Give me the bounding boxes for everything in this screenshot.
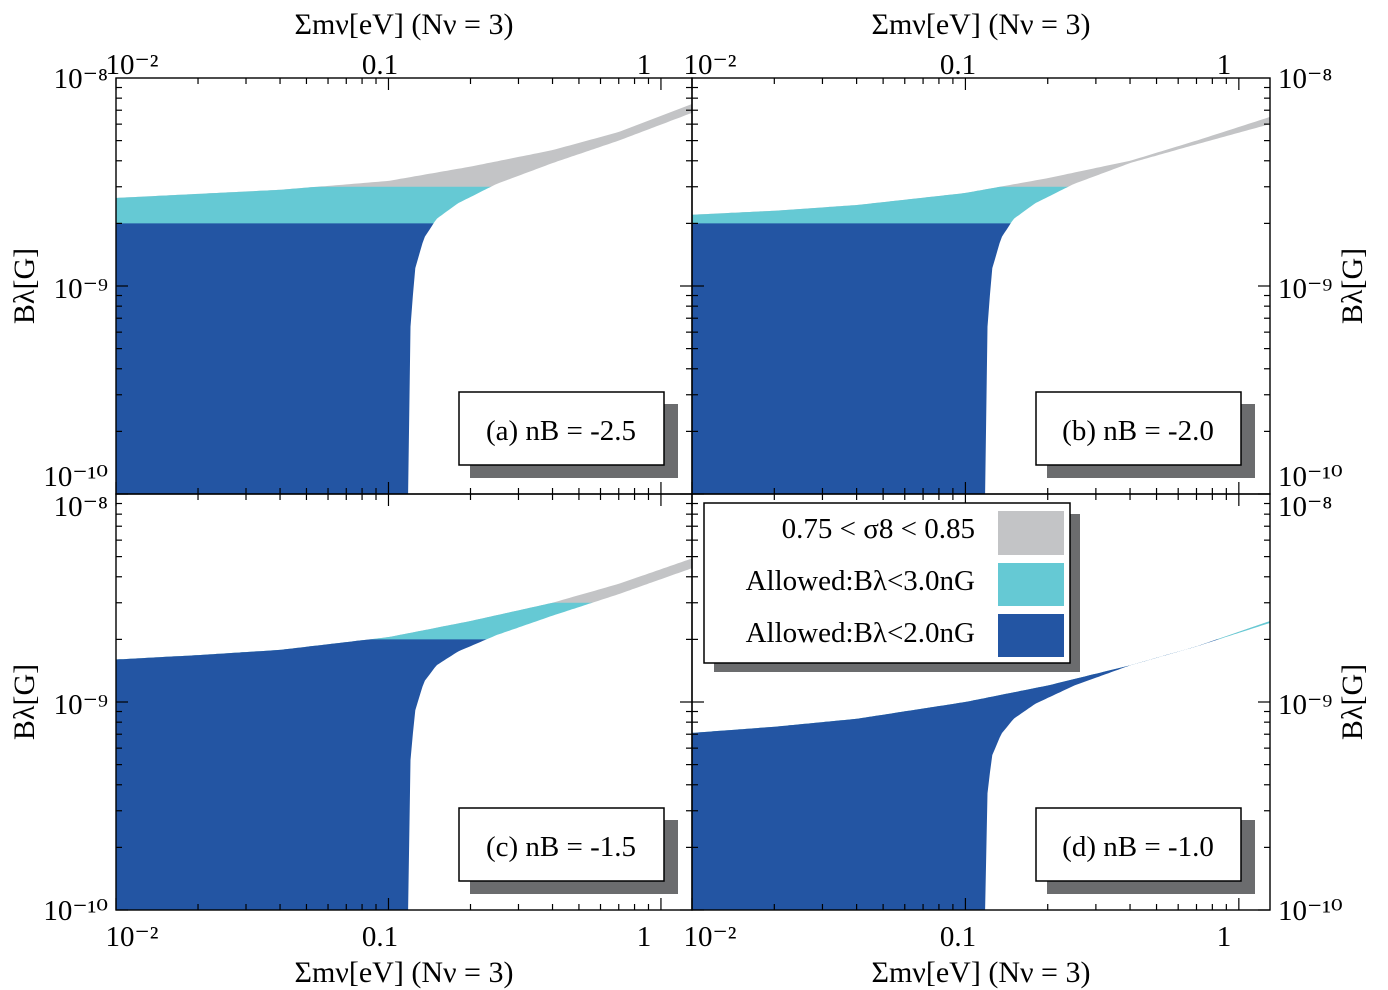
legend-item-allowed-3nG: Allowed:Bλ<3.0nG xyxy=(746,563,1064,606)
x-axis-title-top-left: Σmν[eV] (Nν = 3) xyxy=(295,8,514,41)
legend: 0.75 < σ8 < 0.85 Allowed:Bλ<3.0nG Allowe… xyxy=(703,502,1080,672)
y-tick-label-left-1: 10⁻⁹ xyxy=(54,273,108,305)
x-tick-label-bottom-right-1: 0.1 xyxy=(940,921,976,953)
x-axis-title-top-right: Σmν[eV] (Nν = 3) xyxy=(872,8,1091,41)
panel-label-b: (b) nB = -2.0 xyxy=(1035,391,1255,478)
y-tick-label-left-4: 10⁻⁹ xyxy=(54,689,108,721)
y-tick-label-left-3: 10⁻⁸ xyxy=(54,491,108,523)
x-tick-label-bottom-right-0: 10⁻² xyxy=(683,921,736,953)
x-tick-label-top-left-0: 10⁻² xyxy=(105,49,158,81)
x-axis-title-bottom-right: Σmν[eV] (Nν = 3) xyxy=(872,956,1091,989)
legend-swatch-allowed-2nG xyxy=(998,614,1064,657)
legend-item-allowed-2nG: Allowed:Bλ<2.0nG xyxy=(746,614,1064,657)
x-tick-label-top-left-2: 1 xyxy=(637,49,652,81)
y-tick-label-right-5: 10⁻¹⁰ xyxy=(1278,895,1343,927)
y-tick-label-left-0: 10⁻⁸ xyxy=(54,63,108,95)
y-axis-title-bottom-left: Bλ[G] xyxy=(8,664,41,740)
panel-label-b-text: (b) nB = -2.0 xyxy=(1062,415,1214,447)
y-tick-label-right-1: 10⁻⁹ xyxy=(1278,273,1332,305)
legend-swatch-allowed-3nG xyxy=(998,563,1064,606)
x-tick-label-bottom-left-2: 1 xyxy=(637,921,652,953)
legend-label-allowed-3nG: Allowed:Bλ<3.0nG xyxy=(746,565,975,597)
y-axis-title-top-left: Bλ[G] xyxy=(8,248,41,324)
y-tick-label-right-3: 10⁻⁸ xyxy=(1278,491,1332,523)
legend-swatch-sigma8 xyxy=(998,511,1064,555)
x-tick-label-bottom-left-1: 0.1 xyxy=(362,921,398,953)
panel-label-a-text: (a) nB = -2.5 xyxy=(486,415,636,447)
panel-label-d: (d) nB = -1.0 xyxy=(1035,807,1255,894)
y-tick-label-left-2: 10⁻¹⁰ xyxy=(43,461,108,493)
legend-label-allowed-2nG: Allowed:Bλ<2.0nG xyxy=(746,617,975,649)
y-tick-label-right-2: 10⁻¹⁰ xyxy=(1278,461,1343,493)
y-tick-label-right-0: 10⁻⁸ xyxy=(1278,63,1332,95)
panel-label-d-text: (d) nB = -1.0 xyxy=(1062,831,1214,863)
x-tick-label-top-right-2: 1 xyxy=(1217,49,1232,81)
x-tick-label-top-left-1: 0.1 xyxy=(362,49,398,81)
y-axis-title-top-right: Bλ[G] xyxy=(1336,248,1369,324)
x-axis-title-bottom-left: Σmν[eV] (Nν = 3) xyxy=(295,956,514,989)
panel-label-c: (c) nB = -1.5 xyxy=(458,807,678,894)
y-axis-title-bottom-right: Bλ[G] xyxy=(1336,664,1369,740)
x-tick-label-bottom-left-0: 10⁻² xyxy=(105,921,158,953)
legend-item-sigma8: 0.75 < σ8 < 0.85 xyxy=(782,511,1064,555)
x-tick-label-top-right-0: 10⁻² xyxy=(683,49,736,81)
x-tick-label-top-right-1: 0.1 xyxy=(940,49,976,81)
y-tick-label-right-4: 10⁻⁹ xyxy=(1278,689,1332,721)
frame-d xyxy=(691,493,1271,911)
panel-label-c-text: (c) nB = -1.5 xyxy=(486,831,636,863)
panel-label-a: (a) nB = -2.5 xyxy=(458,391,678,478)
legend-label-sigma8: 0.75 < σ8 < 0.85 xyxy=(782,513,975,545)
y-tick-label-left-5: 10⁻¹⁰ xyxy=(43,895,108,927)
x-tick-label-bottom-right-2: 1 xyxy=(1217,921,1232,953)
panel-frames xyxy=(115,77,1271,911)
